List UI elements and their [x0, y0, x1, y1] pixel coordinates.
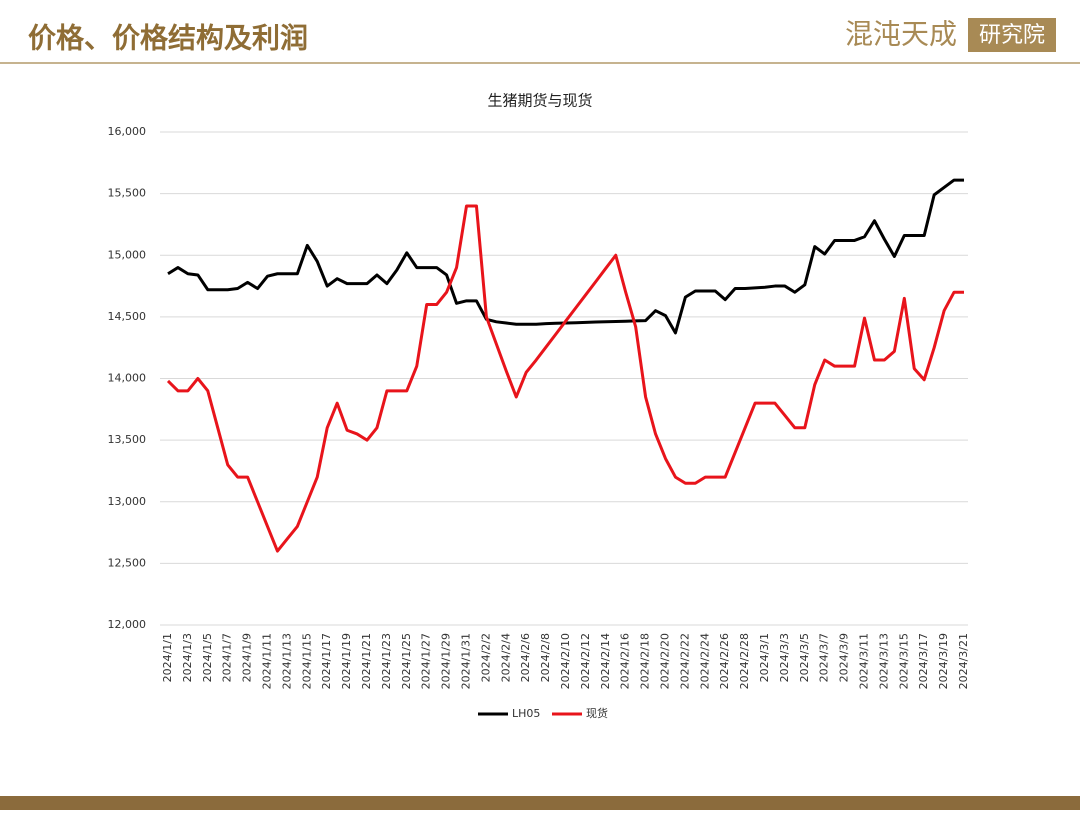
x-tick-label: 2024/1/19	[340, 633, 353, 689]
x-tick-label: 2024/3/19	[937, 633, 950, 689]
x-tick-label: 2024/1/13	[280, 633, 293, 689]
series-line	[167, 178, 964, 335]
x-tick-label: 2024/2/16	[619, 633, 632, 689]
plot: 12,000 12,500 13,000 13,500 14,000 14,500 15,0…	[108, 125, 971, 720]
y-tick-label: 12,500	[108, 556, 147, 569]
x-tick-label: 2024/2/20	[659, 633, 672, 689]
x-tick-label: 2024/1/7	[221, 633, 234, 682]
x-tick-label: 2024/2/26	[718, 633, 731, 689]
x-tick-label: 2024/3/5	[798, 633, 811, 682]
x-tick-label: 2024/1/5	[201, 633, 214, 682]
x-tick-label: 2024/2/10	[559, 633, 572, 689]
x-tick-label: 2024/2/12	[579, 633, 592, 689]
x-tick-label: 2024/1/27	[420, 633, 433, 689]
legend-label: 现货	[586, 706, 608, 720]
x-tick-label: 2024/1/3	[181, 633, 194, 682]
chart-title: 生猪期货与现货	[487, 92, 592, 110]
x-tick-label: 2024/1/9	[241, 633, 254, 682]
x-tick-label: 2024/2/6	[519, 633, 532, 682]
x-tick-label: 2024/3/9	[838, 633, 851, 682]
x-tick-label: 2024/3/11	[858, 633, 871, 689]
logo-name: 混沌天成	[845, 18, 957, 51]
y-tick-label: 14,500	[108, 310, 147, 323]
y-tick-label: 16,000	[108, 125, 147, 138]
x-tick-label: 2024/1/29	[440, 633, 453, 689]
x-tick-label: 2024/3/15	[897, 633, 910, 689]
x-tick-label: 2024/2/24	[698, 633, 711, 689]
y-tick-label: 15,500	[108, 187, 147, 200]
y-tick-label: 12,000	[108, 618, 147, 631]
x-tick-label: 2024/1/11	[261, 633, 274, 689]
y-tick-label: 15,000	[108, 248, 147, 261]
x-tick-label: 2024/2/22	[678, 633, 691, 689]
footer-bar	[0, 796, 1080, 810]
x-tick-label: 2024/3/17	[917, 633, 930, 689]
x-tick-label: 2024/1/31	[460, 633, 473, 689]
x-tick-label: 2024/1/23	[380, 633, 393, 689]
slide-title: 价格、价格结构及利润	[28, 22, 308, 55]
y-tick-label: 13,500	[108, 433, 147, 446]
logo-sub: 研究院	[979, 23, 1045, 48]
x-tick-label: 2024/3/21	[957, 633, 970, 689]
x-tick-label: 2024/3/1	[758, 633, 771, 682]
x-tick-label: 2024/3/3	[778, 633, 791, 682]
x-tick-label: 2024/2/14	[599, 633, 612, 689]
x-tick-label: 2024/2/2	[479, 633, 492, 682]
x-tick-label: 2024/2/4	[499, 633, 512, 682]
y-tick-label: 14,000	[108, 372, 147, 385]
x-tick-label: 2024/1/21	[360, 633, 373, 689]
x-tick-label: 2024/2/18	[639, 633, 652, 689]
x-tick-label: 2024/3/7	[818, 633, 831, 682]
x-tick-label: 2024/1/25	[400, 633, 413, 689]
logo-box	[968, 18, 1056, 52]
x-tick-label: 2024/1/1	[161, 633, 174, 682]
x-tick-label: 2024/3/13	[877, 633, 890, 689]
series-line	[166, 204, 964, 553]
x-tick-label: 2024/1/17	[320, 633, 333, 689]
legend-label: LH05	[512, 707, 540, 720]
x-tick-label: 2024/2/28	[738, 633, 751, 689]
y-tick-label: 13,000	[108, 495, 147, 508]
x-tick-label: 2024/1/15	[300, 633, 313, 689]
x-tick-label: 2024/2/8	[539, 633, 552, 682]
